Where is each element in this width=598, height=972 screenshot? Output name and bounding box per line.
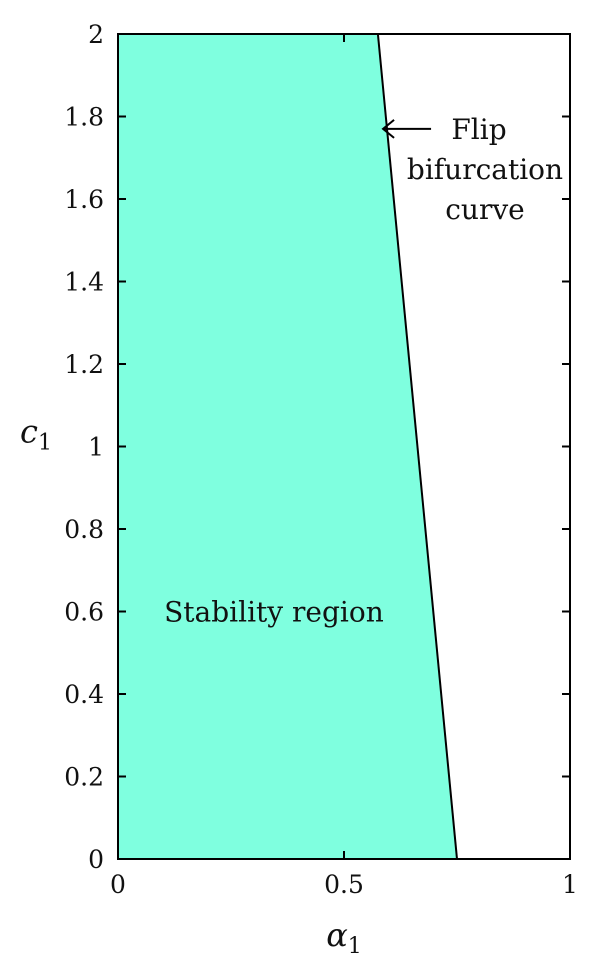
x-tick-label-0: 0 [110,870,126,899]
x-axis-variable: α [326,916,348,954]
annotation-arrow-head [381,119,395,139]
annotation-line-bifurcation: bifurcation [407,153,563,186]
flip-bifurcation-curve-line [376,33,458,860]
flip-bifurcation-annotation: Flip bifurcation curve [381,113,563,226]
y-tick-label-4: 0.8 [64,515,104,544]
y-tick-label-0: 0 [88,845,104,874]
y-tick-label-9: 1.8 [64,103,104,132]
y-tick-label-1: 0.2 [64,763,104,792]
x-axis-subscript: 1 [348,934,362,959]
y-tick-label-7: 1.4 [64,268,104,297]
y-tick-label-6: 1.2 [64,350,104,379]
stability-region-label: Stability region [164,596,384,629]
y-tick-label-3: 0.6 [64,598,104,627]
annotation-line-flip: Flip [451,113,506,146]
x-axis-label: α1 [326,916,362,959]
y-axis-subscript: 1 [38,431,52,456]
y-axis-label: c1 [20,413,52,456]
x-tick-label-2: 1 [562,870,578,899]
annotation-line-curve: curve [445,193,525,226]
y-tick-label-8: 1.6 [64,185,104,214]
axis-tick-labels: 0 0.2 0.4 0.6 0.8 1 1.2 1.4 1.6 1.8 2 0 0.5 1 [64,20,578,899]
stability-region-fill [118,34,457,859]
y-tick-label-5: 1 [88,433,104,462]
y-tick-label-2: 0.4 [64,680,104,709]
y-tick-label-10: 2 [88,20,104,49]
x-tick-label-1: 0.5 [324,870,364,899]
axis-ticks [117,33,571,860]
y-axis-variable: c [20,413,38,451]
